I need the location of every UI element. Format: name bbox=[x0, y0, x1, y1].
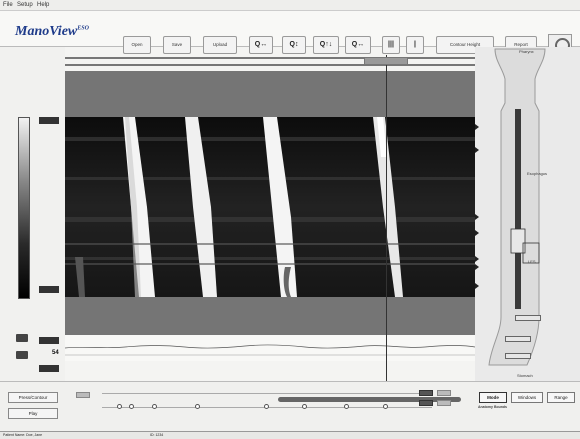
event-marker[interactable] bbox=[129, 404, 134, 409]
trace-svg bbox=[64, 344, 476, 356]
timeline-selection[interactable] bbox=[278, 397, 461, 402]
stomach-tag[interactable] bbox=[505, 353, 531, 359]
pressure-trace[interactable] bbox=[64, 335, 476, 361]
les-label: LES bbox=[528, 259, 536, 264]
save-button[interactable]: Save bbox=[163, 36, 191, 54]
pressure-colorbar bbox=[18, 117, 30, 299]
range-button[interactable]: Range bbox=[547, 392, 575, 403]
sensor-marker[interactable] bbox=[475, 124, 479, 130]
anatomy-bounds: Anatomy Bounds bbox=[478, 405, 578, 425]
windows-button[interactable]: Windows bbox=[511, 392, 543, 403]
timeline-control[interactable] bbox=[419, 400, 433, 406]
trace-min-tag bbox=[39, 365, 59, 372]
swallow-wave-2 bbox=[185, 117, 217, 297]
timeline-start-tag[interactable] bbox=[76, 392, 90, 398]
upload-button[interactable]: Upload bbox=[203, 36, 237, 54]
crural-tag[interactable] bbox=[505, 336, 531, 342]
scale-max-label bbox=[39, 117, 59, 124]
les-bound-tag[interactable] bbox=[515, 315, 541, 321]
cursor-readout bbox=[364, 57, 408, 65]
timeline-control[interactable] bbox=[437, 400, 451, 406]
event-marker[interactable] bbox=[383, 404, 388, 409]
scroll-line-top bbox=[65, 57, 475, 59]
app-logo: ManoViewESO bbox=[15, 24, 115, 44]
anatomy-svg bbox=[488, 48, 546, 366]
sensor-marker[interactable] bbox=[475, 147, 479, 153]
open-button[interactable]: Open bbox=[123, 36, 151, 54]
menu-file[interactable]: File bbox=[3, 2, 13, 8]
single-column-button[interactable]: | bbox=[406, 36, 424, 54]
timeline-track[interactable] bbox=[97, 390, 461, 422]
logo-suffix: ESO bbox=[77, 25, 89, 32]
status-id: ID: 1234 bbox=[150, 433, 164, 437]
scale-min-label bbox=[39, 286, 59, 293]
event-marker[interactable] bbox=[117, 404, 122, 409]
toolbar: ManoViewESO Open Save Upload Q↔ Q↕ Q↑↓ Q… bbox=[0, 11, 580, 57]
upper-sphincter-band bbox=[65, 71, 475, 117]
event-marker[interactable] bbox=[264, 404, 269, 409]
les-lower-marker bbox=[65, 263, 475, 265]
anatomy-panel: Pharynx Esophagus LES Stomach bbox=[475, 47, 580, 385]
monitor-icon[interactable] bbox=[16, 351, 28, 359]
catheter bbox=[515, 109, 521, 309]
sensor-marker[interactable] bbox=[475, 214, 479, 220]
press-contour-button[interactable]: Press/Contour bbox=[8, 392, 58, 403]
event-marker[interactable] bbox=[152, 404, 157, 409]
timeline-panel bbox=[0, 381, 580, 431]
lock-icon[interactable] bbox=[16, 334, 28, 342]
sensor-marker[interactable] bbox=[475, 264, 479, 270]
sensor-marker[interactable] bbox=[475, 256, 479, 262]
zoom-fit-button[interactable]: Q↔ bbox=[345, 36, 371, 54]
swallow-wave-4 bbox=[373, 117, 403, 297]
pressure-topography-view[interactable] bbox=[65, 55, 475, 335]
zoom-vertical-button[interactable]: Q↕ bbox=[282, 36, 306, 54]
pharynx-label: Pharynx bbox=[519, 49, 534, 54]
timeline-line-top bbox=[102, 393, 432, 394]
timeline-control[interactable] bbox=[437, 390, 451, 396]
event-marker[interactable] bbox=[195, 404, 200, 409]
les-upper-marker bbox=[65, 243, 475, 245]
topography-plot bbox=[65, 117, 475, 297]
timeline-control[interactable] bbox=[419, 390, 433, 396]
swallow-wave-3 bbox=[263, 117, 297, 297]
left-panel: 54 bbox=[0, 47, 65, 381]
sensor-marker[interactable] bbox=[475, 230, 479, 236]
zoom-range-button[interactable]: Q↑↓ bbox=[313, 36, 339, 54]
scroll-line-bottom bbox=[65, 64, 475, 66]
event-marker[interactable] bbox=[344, 404, 349, 409]
stomach-band bbox=[65, 297, 475, 335]
menu-bar: File Setup Help bbox=[0, 0, 580, 11]
play-button[interactable]: Play bbox=[8, 408, 58, 419]
event-marker[interactable] bbox=[302, 404, 307, 409]
les-region bbox=[510, 228, 526, 254]
anatomy-bounds-header: Anatomy Bounds bbox=[478, 405, 507, 409]
trace-value: 54 bbox=[52, 350, 59, 356]
menu-help[interactable]: Help bbox=[37, 2, 50, 8]
mode-button[interactable]: Mode bbox=[479, 392, 507, 403]
trace-max-tag bbox=[39, 337, 59, 344]
topography-svg bbox=[65, 117, 475, 297]
trace-line bbox=[64, 344, 476, 349]
status-bar: Patient Name: Doe, Jane ID: 1234 bbox=[0, 431, 580, 439]
stomach-label: Stomach bbox=[517, 373, 533, 378]
logo-text: ManoView bbox=[15, 24, 78, 39]
time-cursor[interactable] bbox=[386, 55, 387, 395]
sensor-marker[interactable] bbox=[475, 283, 479, 289]
columns-button[interactable]: ||| bbox=[382, 36, 400, 54]
status-patient: Patient Name: Doe, Jane bbox=[3, 433, 43, 437]
zoom-horizontal-button[interactable]: Q↔ bbox=[249, 36, 273, 54]
esophagus-label: Esophagus bbox=[527, 171, 548, 176]
menu-setup[interactable]: Setup bbox=[17, 2, 33, 8]
